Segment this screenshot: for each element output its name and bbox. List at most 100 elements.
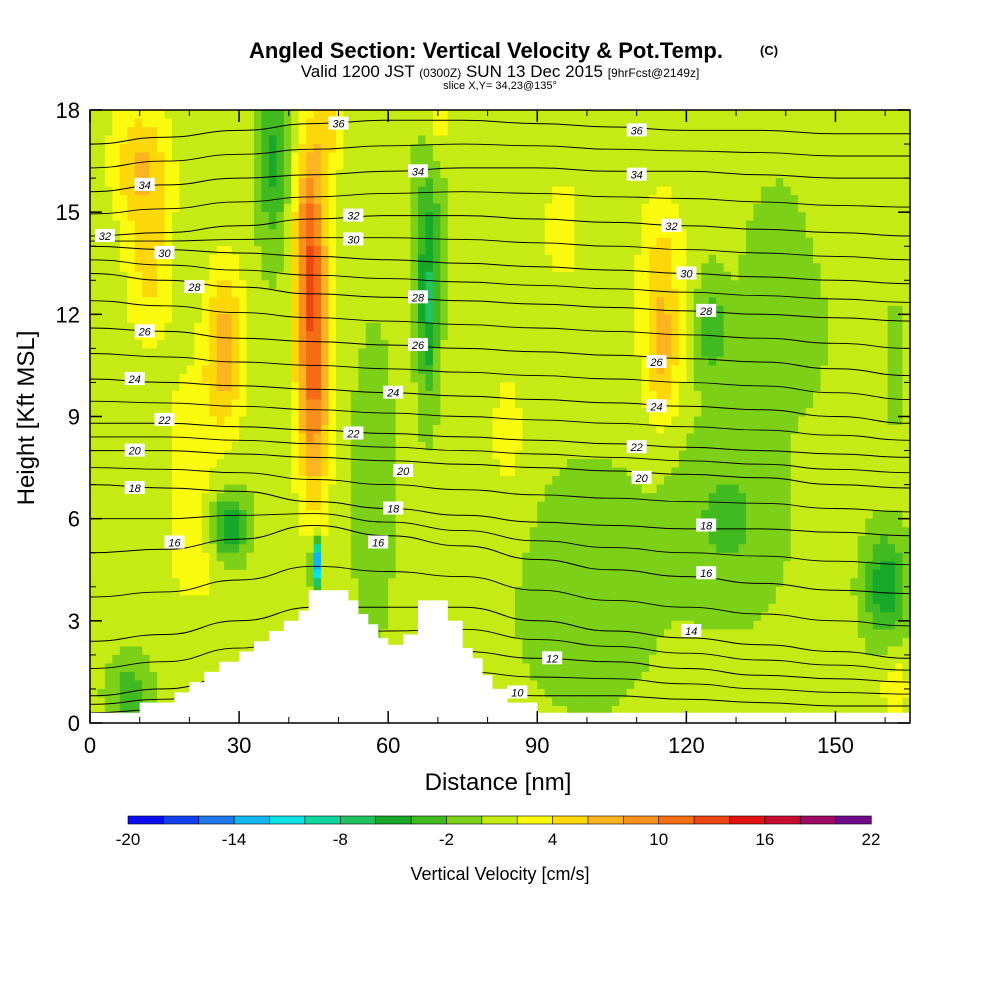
velocity-cell xyxy=(552,688,561,699)
velocity-cell xyxy=(149,552,158,562)
velocity-cell xyxy=(410,586,419,596)
velocity-cell xyxy=(186,493,195,503)
velocity-cell xyxy=(112,578,121,588)
velocity-cell xyxy=(500,459,509,469)
velocity-cell xyxy=(142,365,151,375)
velocity-cell xyxy=(418,433,427,443)
velocity-cell xyxy=(164,161,173,171)
velocity-cell xyxy=(440,237,449,247)
velocity-cell xyxy=(418,467,427,477)
velocity-cell xyxy=(418,382,427,392)
velocity-cell xyxy=(395,399,404,409)
velocity-cell xyxy=(283,595,292,605)
velocity-cell xyxy=(395,280,404,290)
velocity-cell xyxy=(552,314,561,324)
velocity-cell xyxy=(127,561,136,571)
velocity-cell xyxy=(313,263,322,273)
velocity-cell xyxy=(90,603,99,613)
velocity-cell xyxy=(350,561,359,571)
velocity-cell xyxy=(552,331,561,341)
velocity-cell xyxy=(336,484,345,494)
velocity-cell xyxy=(403,433,412,443)
velocity-cell xyxy=(142,297,151,307)
velocity-cell xyxy=(365,220,374,230)
velocity-cell xyxy=(589,356,598,367)
velocity-cell xyxy=(231,459,240,469)
velocity-cell xyxy=(164,450,173,460)
velocity-cell xyxy=(336,467,345,477)
velocity-cell xyxy=(328,365,337,375)
velocity-cell xyxy=(157,484,166,494)
velocity-cell xyxy=(574,407,583,418)
velocity-cell xyxy=(268,373,277,384)
velocity-cell xyxy=(104,484,113,494)
velocity-cell xyxy=(239,518,248,528)
velocity-cell xyxy=(395,637,404,647)
velocity-cell xyxy=(559,663,568,673)
chart-title: Angled Section: Vertical Velocity & Pot.… xyxy=(249,38,723,63)
velocity-cell xyxy=(276,365,285,375)
velocity-cell xyxy=(432,110,441,120)
velocity-cell xyxy=(201,586,210,596)
velocity-cell xyxy=(119,382,128,392)
velocity-cell xyxy=(589,603,598,613)
velocity-cell xyxy=(574,212,583,222)
velocity-cell xyxy=(268,288,277,298)
velocity-cell xyxy=(432,339,441,349)
velocity-cell xyxy=(358,365,367,375)
velocity-cell xyxy=(276,450,285,460)
velocity-cell xyxy=(157,535,166,545)
velocity-cell xyxy=(582,229,591,239)
velocity-cell xyxy=(365,280,374,290)
velocity-cell xyxy=(149,152,158,162)
velocity-cell xyxy=(552,161,561,171)
velocity-cell xyxy=(455,203,464,213)
velocity-cell xyxy=(268,220,277,230)
velocity-cell xyxy=(440,535,449,545)
velocity-cell xyxy=(350,331,359,341)
velocity-cell xyxy=(559,535,568,545)
velocity-cell xyxy=(552,425,561,435)
velocity-cell xyxy=(172,663,181,673)
velocity-cell xyxy=(403,322,412,332)
velocity-cell xyxy=(261,127,270,137)
velocity-cell xyxy=(447,118,456,128)
velocity-cell xyxy=(582,612,591,622)
velocity-cell xyxy=(507,501,516,511)
velocity-cell xyxy=(261,203,270,213)
velocity-cell xyxy=(298,442,307,452)
velocity-cell xyxy=(380,450,389,460)
velocity-cell xyxy=(462,476,471,486)
velocity-cell xyxy=(268,110,277,120)
velocity-cell xyxy=(425,510,434,520)
velocity-cell xyxy=(276,195,285,205)
velocity-cell xyxy=(112,382,121,392)
velocity-cell xyxy=(507,637,516,647)
velocity-cell xyxy=(313,484,322,494)
velocity-cell xyxy=(172,476,181,486)
velocity-cell xyxy=(425,161,434,171)
velocity-cell xyxy=(343,288,352,298)
velocity-cell xyxy=(306,535,315,545)
velocity-cell xyxy=(104,331,113,341)
velocity-cell xyxy=(291,254,300,264)
velocity-cell xyxy=(418,263,427,273)
velocity-cell xyxy=(514,544,523,554)
velocity-cell xyxy=(470,518,479,528)
velocity-cell xyxy=(470,246,479,256)
velocity-cell xyxy=(313,390,322,401)
velocity-cell xyxy=(432,399,441,409)
velocity-cell xyxy=(134,271,143,281)
velocity-cell xyxy=(500,629,509,639)
velocity-cell xyxy=(358,586,367,596)
velocity-cell xyxy=(194,212,203,222)
velocity-cell xyxy=(507,271,516,281)
velocity-cell xyxy=(298,110,307,120)
velocity-cell xyxy=(395,612,404,622)
velocity-cell xyxy=(134,195,143,205)
velocity-cell xyxy=(350,254,359,264)
velocity-cell xyxy=(455,246,464,256)
velocity-cell xyxy=(186,442,195,452)
velocity-cell xyxy=(582,365,591,375)
velocity-cell xyxy=(500,407,509,418)
